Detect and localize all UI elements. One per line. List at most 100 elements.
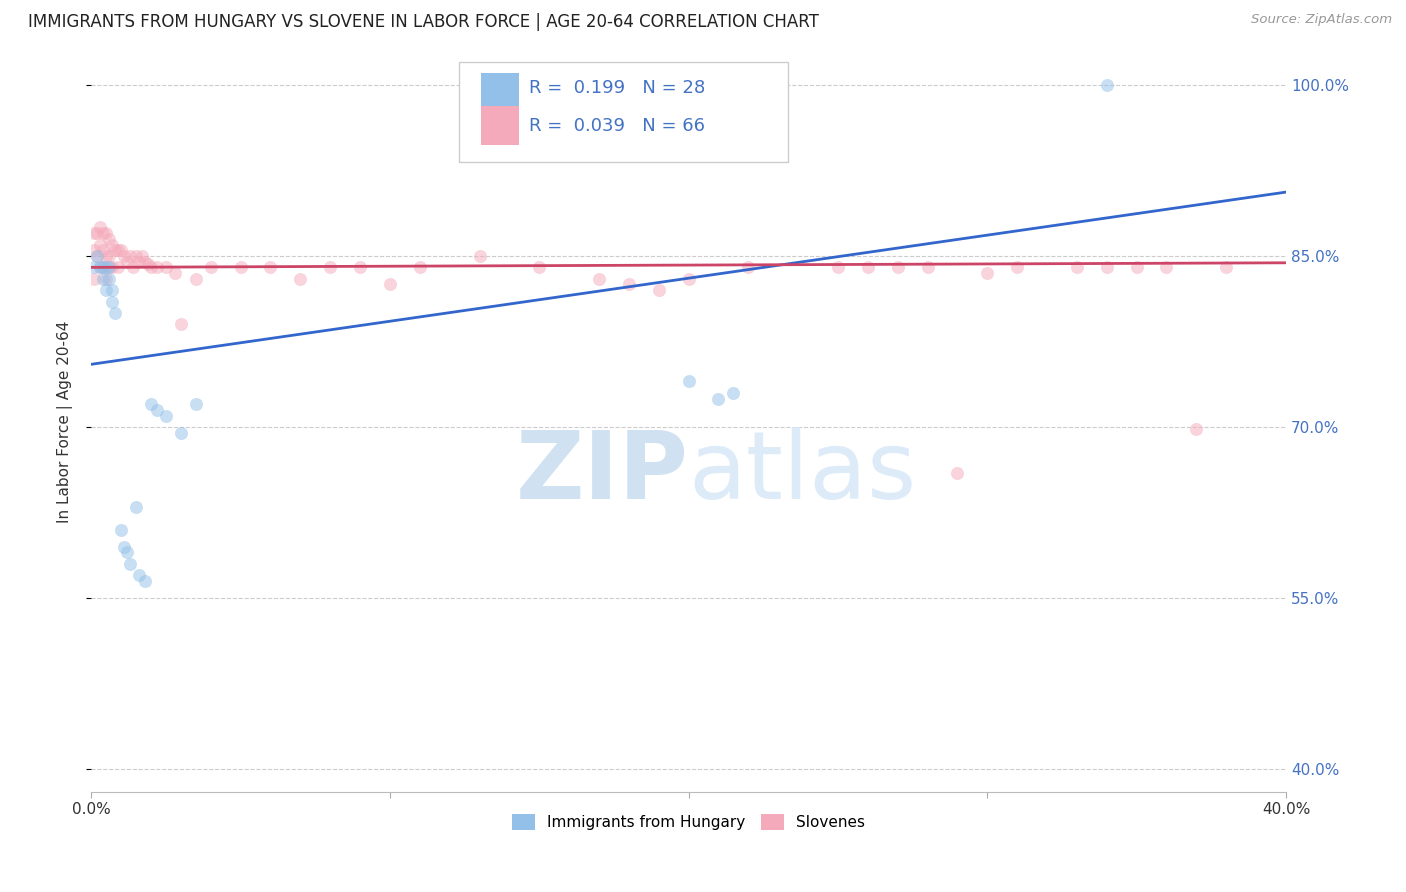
Point (1066, 260, 1088, 275)
Point (83, 226, 105, 240)
Point (120, 249, 142, 263)
Point (139, 260, 162, 275)
Point (125, 249, 148, 263)
Point (917, 260, 939, 275)
Point (170, 425, 193, 440)
Point (184, 272, 207, 286)
Text: IMMIGRANTS FROM HUNGARY VS SLOVENE IN LABOR FORCE | AGE 20-64 CORRELATION CHART: IMMIGRANTS FROM HUNGARY VS SLOVENE IN LA… (28, 13, 818, 31)
Point (290, 272, 312, 286)
Point (89, 260, 111, 275)
Point (98, 260, 121, 275)
Text: ZIP: ZIP (516, 427, 689, 519)
Point (827, 260, 849, 275)
Point (128, 568, 150, 582)
Point (378, 277, 401, 292)
Point (96, 226, 118, 240)
Point (89, 260, 111, 275)
Point (110, 244, 132, 258)
Point (83, 260, 105, 275)
Point (468, 249, 491, 263)
Point (1215, 260, 1237, 275)
Point (104, 306, 127, 320)
Point (737, 260, 759, 275)
Point (96, 272, 118, 286)
Point (134, 574, 156, 588)
Point (1156, 260, 1178, 275)
Point (163, 266, 186, 280)
Point (155, 409, 177, 423)
Point (678, 272, 700, 286)
Point (886, 260, 908, 275)
Point (723, 385, 745, 400)
Point (107, 260, 129, 275)
Point (1125, 260, 1147, 275)
Point (101, 283, 124, 297)
Text: Source: ZipAtlas.com: Source: ZipAtlas.com (1251, 13, 1392, 27)
Point (115, 254, 138, 268)
Point (648, 283, 671, 297)
Point (91, 260, 114, 275)
Point (98, 249, 121, 263)
FancyBboxPatch shape (460, 62, 787, 161)
Point (110, 523, 132, 537)
Point (1185, 422, 1208, 436)
Point (112, 249, 135, 263)
Point (349, 260, 371, 275)
Point (946, 466, 969, 480)
Point (1005, 260, 1028, 275)
Point (136, 257, 159, 271)
Point (86, 249, 108, 263)
Point (617, 277, 640, 292)
Point (83, 272, 105, 286)
Point (96, 283, 118, 297)
FancyBboxPatch shape (481, 106, 519, 145)
Point (529, 260, 551, 275)
Point (856, 260, 879, 275)
Point (976, 266, 998, 280)
Point (91, 260, 114, 275)
Point (155, 260, 177, 275)
Text: R =  0.199   N = 28: R = 0.199 N = 28 (529, 79, 704, 97)
Point (98, 272, 121, 286)
Point (89, 237, 111, 252)
Text: R =  0.039   N = 66: R = 0.039 N = 66 (529, 117, 704, 135)
Point (184, 397, 207, 411)
Point (588, 272, 610, 286)
Point (1095, 78, 1118, 92)
Point (107, 244, 129, 258)
Y-axis label: In Labor Force | Age 20-64: In Labor Force | Age 20-64 (58, 320, 73, 523)
Point (91, 272, 114, 286)
Point (678, 375, 700, 389)
Point (98, 260, 121, 275)
Point (96, 249, 118, 263)
Text: atlas: atlas (689, 427, 917, 519)
Point (319, 260, 342, 275)
Point (229, 260, 252, 275)
Point (1095, 260, 1118, 275)
Point (146, 403, 169, 417)
Point (122, 260, 145, 275)
Point (86, 226, 108, 240)
Point (139, 397, 162, 411)
Point (170, 318, 193, 332)
Point (83, 244, 105, 258)
Point (96, 260, 118, 275)
Point (86, 249, 108, 263)
Point (101, 294, 124, 309)
Point (128, 254, 150, 268)
Legend: Immigrants from Hungary, Slovenes: Immigrants from Hungary, Slovenes (506, 808, 872, 836)
Point (101, 260, 124, 275)
Point (91, 226, 114, 240)
Point (98, 232, 121, 246)
Point (707, 392, 730, 406)
Point (131, 249, 153, 263)
Point (134, 254, 156, 268)
Point (104, 244, 127, 258)
Point (125, 500, 148, 514)
Point (91, 244, 114, 258)
Point (89, 220, 111, 235)
Point (101, 237, 124, 252)
Point (200, 260, 222, 275)
FancyBboxPatch shape (481, 73, 519, 112)
Point (120, 557, 142, 571)
